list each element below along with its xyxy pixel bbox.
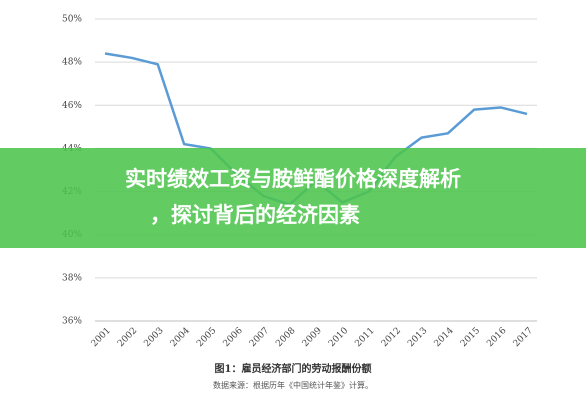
x-tick-label: 2006 — [221, 326, 244, 349]
x-tick-label: 2001 — [90, 326, 113, 349]
x-tick-label: 2013 — [406, 326, 429, 349]
x-tick-label: 2017 — [512, 326, 535, 349]
x-tick-label: 2008 — [274, 326, 297, 349]
x-tick-label: 2007 — [248, 326, 271, 349]
x-tick-label: 2012 — [380, 326, 403, 349]
x-tick-label: 2014 — [432, 326, 455, 349]
chart-title: 实时绩效工资与胺鲜酯价格深度解析 — [125, 167, 461, 191]
x-tick-label: 2015 — [459, 326, 482, 349]
chart-caption: 图1：雇员经济部门的劳动报酬份额 — [215, 362, 372, 375]
x-tick-label: 2003 — [142, 326, 165, 349]
x-tick-label: 2002 — [116, 326, 139, 349]
y-tick-label: 48% — [62, 58, 82, 68]
y-tick-label: 50% — [62, 15, 82, 25]
chart-source: 数据来源：根据历年《中国统计年鉴》计算。 — [213, 380, 373, 390]
x-tick-label: 2004 — [169, 326, 192, 349]
y-tick-label: 36% — [62, 317, 82, 327]
y-tick-label: 38% — [62, 273, 82, 283]
x-tick-label: 2016 — [485, 326, 508, 349]
x-tick-label: 2011 — [353, 326, 376, 349]
title-banner — [0, 148, 586, 248]
chart-title: ，探讨背后的经济因素 — [150, 203, 360, 227]
y-tick-label: 46% — [62, 101, 82, 111]
x-tick-label: 2005 — [195, 326, 218, 349]
x-tick-label: 2010 — [327, 326, 350, 349]
x-tick-label: 2009 — [301, 326, 324, 349]
